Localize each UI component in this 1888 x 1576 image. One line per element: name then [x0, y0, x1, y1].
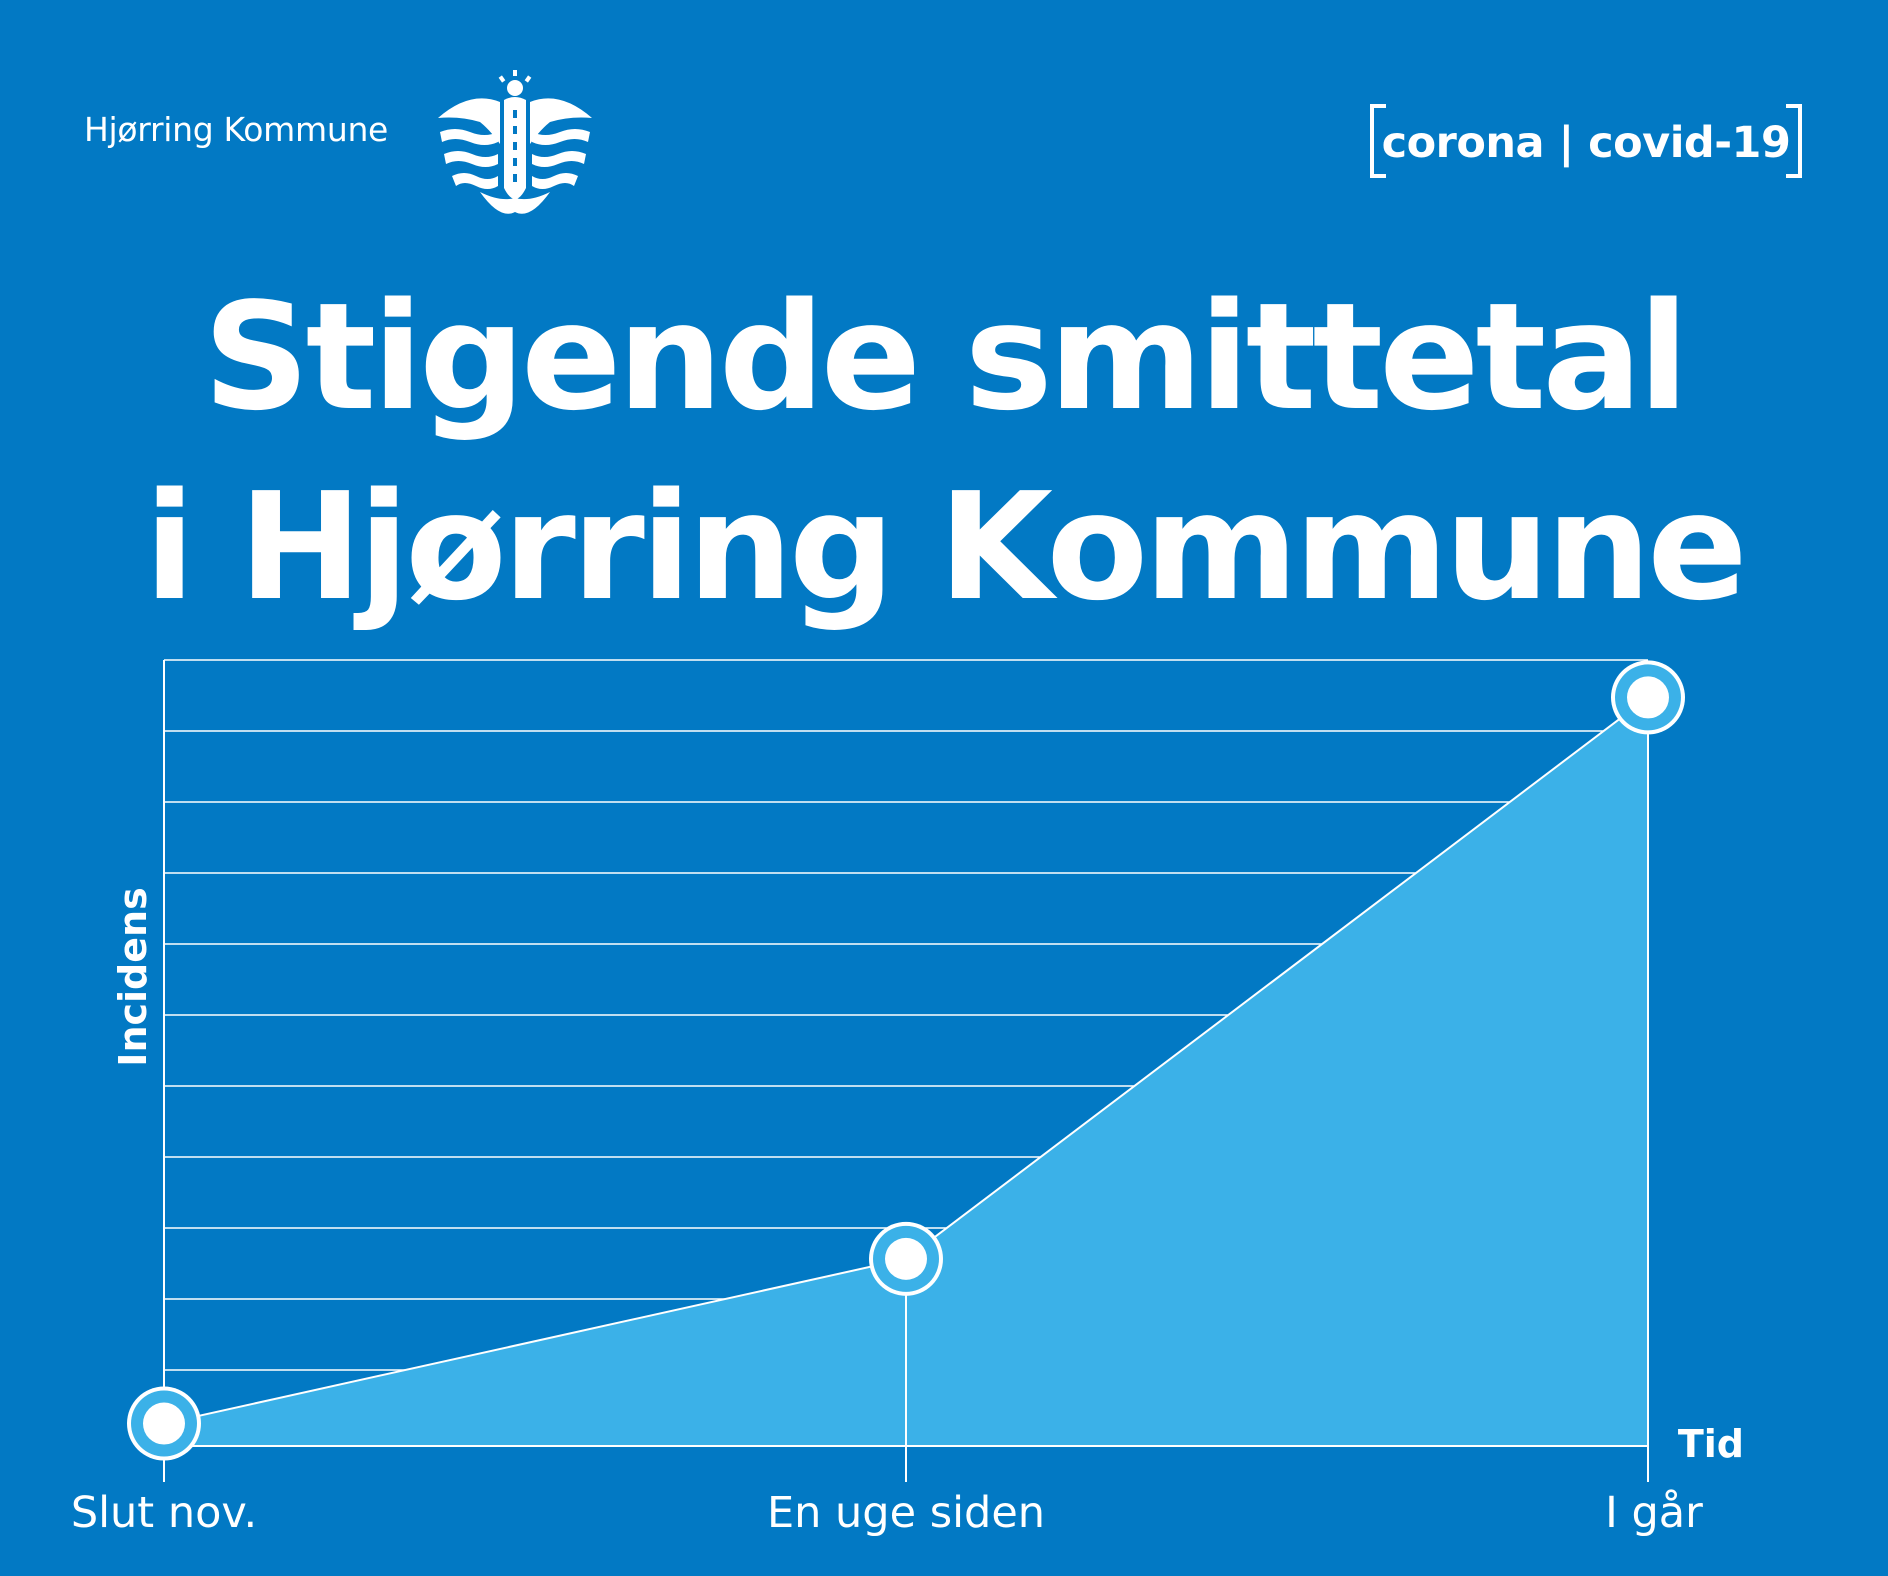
covid-tag: corona | covid-19: [1370, 104, 1802, 178]
x-axis-label: Tid: [1678, 1422, 1744, 1466]
x-tick-label: Slut nov.: [71, 1488, 257, 1538]
data-point: [143, 1402, 185, 1445]
x-tick-label: I går: [1605, 1488, 1703, 1538]
bracket-right: [1786, 104, 1802, 178]
page-title: Stigende smittetal i Hjørring Kommune: [0, 262, 1888, 642]
y-axis-label: Incidens: [111, 887, 155, 1066]
x-tick-label: En uge siden: [767, 1488, 1045, 1538]
data-point: [885, 1237, 927, 1280]
headline-line-2: i Hjørring Kommune: [144, 461, 1747, 633]
brand-name: Hjørring Kommune: [84, 110, 389, 149]
hjorring-crest-icon: [430, 70, 600, 219]
tag-text: corona | covid-19: [1381, 118, 1791, 168]
area-fill: [164, 697, 1648, 1446]
headline-line-1: Stigende smittetal: [203, 271, 1689, 443]
bracket-left: [1370, 104, 1386, 178]
data-point: [1627, 676, 1669, 719]
